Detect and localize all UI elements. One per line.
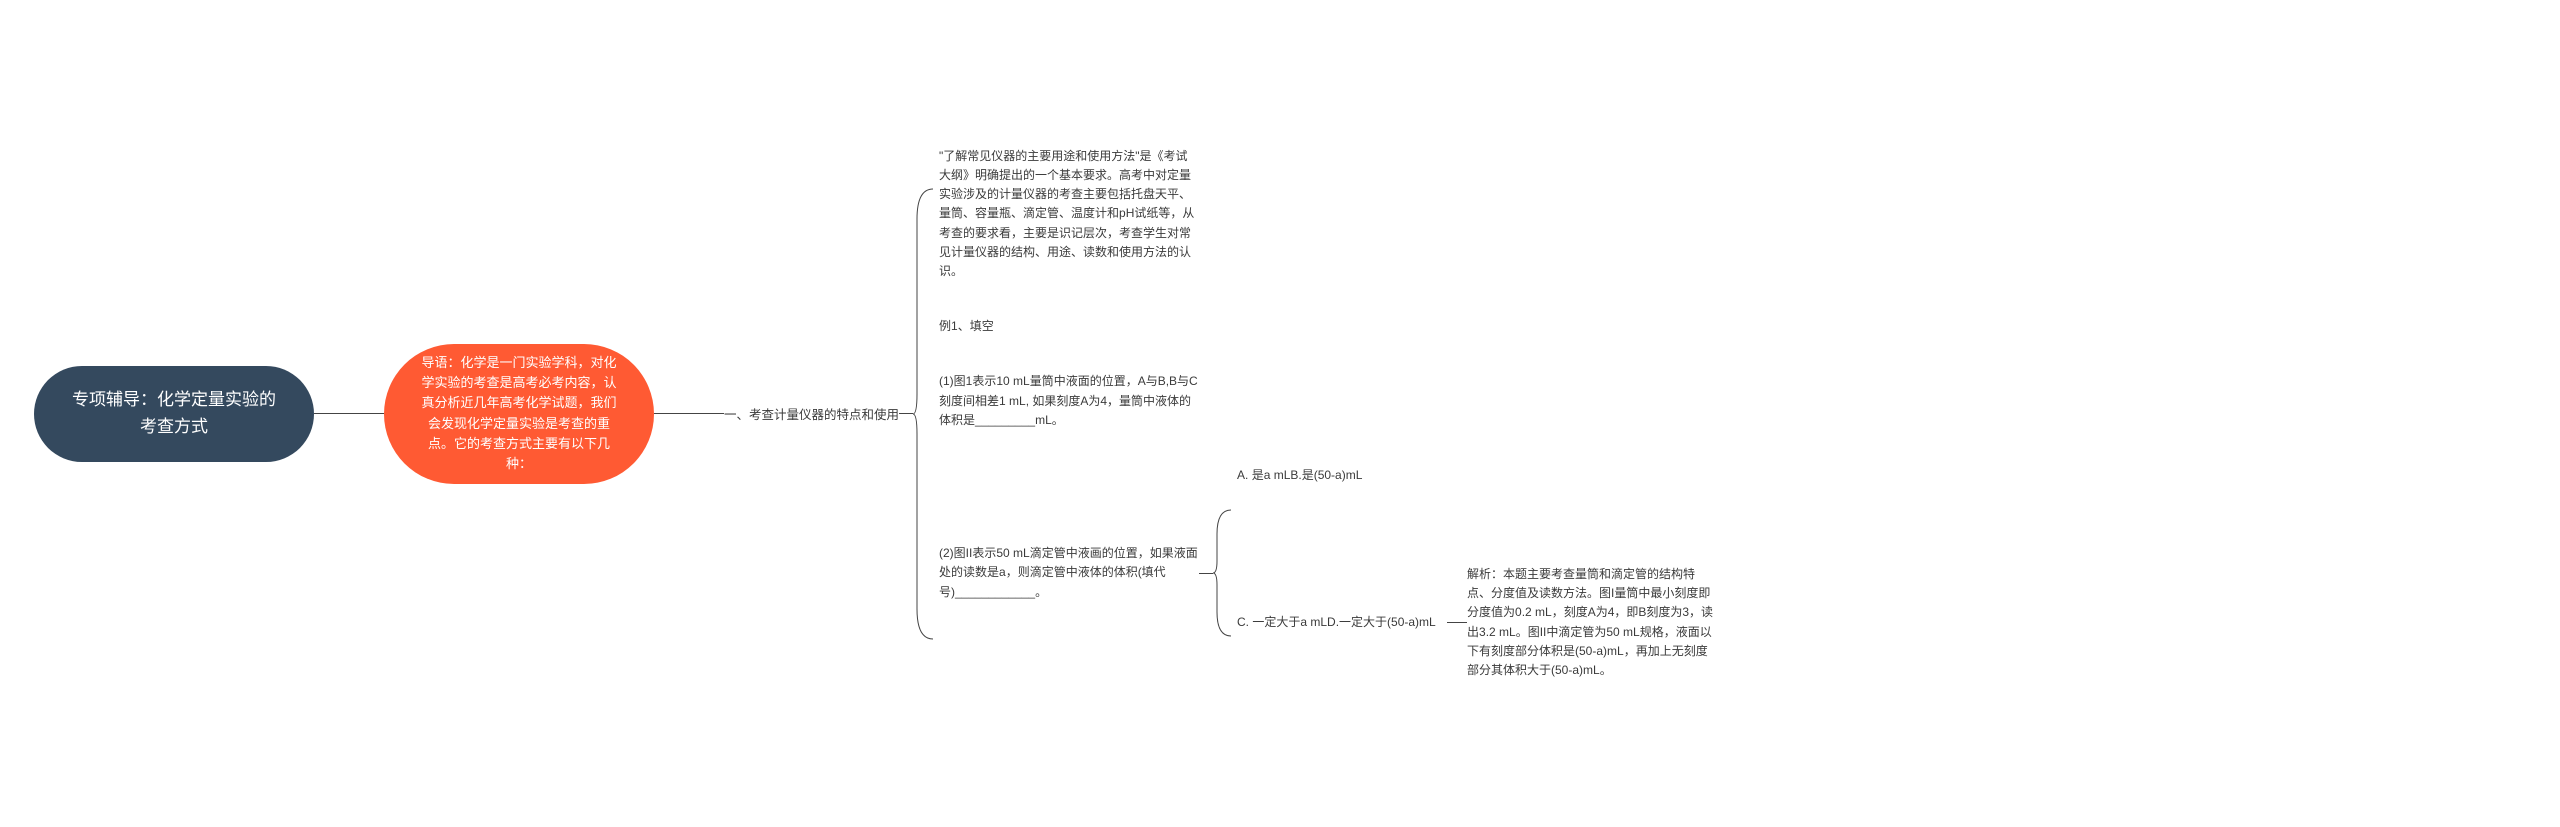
- root-title-pill: 专项辅导：化学定量实验的考查方式: [34, 366, 314, 462]
- paragraph-2: 例1、填空: [939, 317, 1199, 336]
- explanation: 解析：本题主要考查量筒和滴定管的结构特点、分度值及读数方法。图I量筒中最小刻度即…: [1467, 565, 1717, 680]
- connector: [899, 413, 913, 414]
- paragraph-2-wrap: 例1、填空: [939, 317, 1717, 336]
- option-a-wrap: A. 是a mLB.是(50-a)mL: [1237, 466, 1717, 485]
- root-title: 专项辅导：化学定量实验的考查方式: [70, 387, 278, 440]
- paragraph-4-wrap: (2)图II表示50 mL滴定管中液画的位置，如果液面处的读数是a，则滴定管中液…: [939, 466, 1717, 680]
- section-heading-node: 一、考查计量仪器的特点和使用: [724, 404, 913, 423]
- options-children: A. 是a mLB.是(50-a)mL C. 一定大于a mLD.一定大于(50…: [1237, 466, 1717, 680]
- intro-text: 导语：化学是一门实验学科，对化学实验的考查是高考必考内容，认真分析近几年高考化学…: [420, 353, 618, 474]
- option-c: C. 一定大于a mLD.一定大于(50-a)mL: [1237, 613, 1447, 632]
- connector: [1199, 573, 1213, 574]
- connector: [1447, 622, 1467, 623]
- option-a: A. 是a mLB.是(50-a)mL: [1237, 466, 1447, 485]
- section-heading: 一、考查计量仪器的特点和使用: [724, 404, 899, 423]
- paragraph-3-wrap: (1)图1表示10 mL量筒中液面的位置，A与B,B与C刻度间相差1 mL, 如…: [939, 372, 1717, 430]
- options-bracket: [1213, 498, 1231, 648]
- paragraph-1-wrap: "了解常见仪器的主要用途和使用方法"是《考试大纲》明确提出的一个基本要求。高考中…: [939, 147, 1717, 281]
- paragraph-1: "了解常见仪器的主要用途和使用方法"是《考试大纲》明确提出的一个基本要求。高考中…: [939, 147, 1199, 281]
- paragraph-4: (2)图II表示50 mL滴定管中液画的位置，如果液面处的读数是a，则滴定管中液…: [939, 544, 1199, 602]
- section-bracket: [913, 179, 933, 649]
- root-node: 专项辅导：化学定量实验的考查方式: [34, 366, 384, 462]
- connector: [654, 413, 724, 414]
- mindmap-root-container: 专项辅导：化学定量实验的考查方式 导语：化学是一门实验学科，对化学实验的考查是高…: [24, 24, 2560, 803]
- connector: [314, 413, 384, 414]
- section-children: "了解常见仪器的主要用途和使用方法"是《考试大纲》明确提出的一个基本要求。高考中…: [939, 147, 1717, 680]
- intro-node: 导语：化学是一门实验学科，对化学实验的考查是高考必考内容，认真分析近几年高考化学…: [384, 344, 724, 484]
- option-c-wrap: C. 一定大于a mLD.一定大于(50-a)mL 解析：本题主要考查量筒和滴定…: [1237, 565, 1717, 680]
- paragraph-3: (1)图1表示10 mL量筒中液面的位置，A与B,B与C刻度间相差1 mL, 如…: [939, 372, 1199, 430]
- intro-pill: 导语：化学是一门实验学科，对化学实验的考查是高考必考内容，认真分析近几年高考化学…: [384, 344, 654, 484]
